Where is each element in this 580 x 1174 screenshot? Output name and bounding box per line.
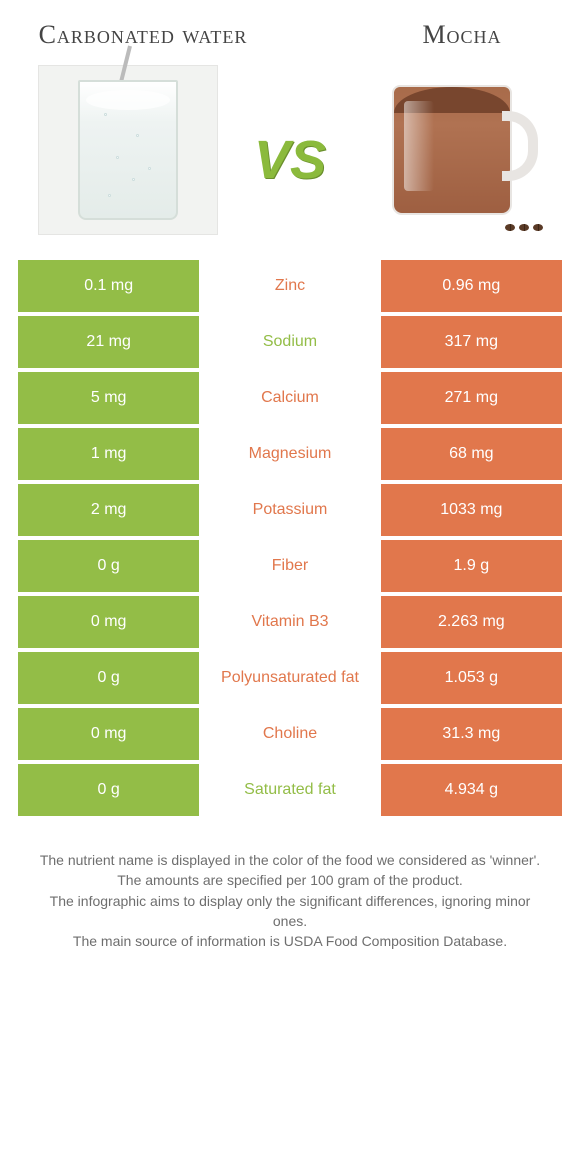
vs-label: VS	[254, 129, 326, 191]
nutrient-name: Vitamin B3	[199, 596, 380, 648]
value-right: 1.9 g	[381, 540, 562, 592]
nutrient-name: Sodium	[199, 316, 380, 368]
value-right: 2.263 mg	[381, 596, 562, 648]
value-right: 0.96 mg	[381, 260, 562, 312]
value-right: 1.053 g	[381, 652, 562, 704]
nutrient-name: Magnesium	[199, 428, 380, 480]
table-row: 5 mgCalcium271 mg	[18, 372, 562, 424]
footer-line: The nutrient name is displayed in the co…	[38, 850, 542, 870]
table-row: 0 gFiber1.9 g	[18, 540, 562, 592]
value-left: 1 mg	[18, 428, 199, 480]
value-right: 4.934 g	[381, 764, 562, 816]
nutrient-name: Potassium	[199, 484, 380, 536]
value-right: 31.3 mg	[381, 708, 562, 760]
title-right: Mocha	[372, 20, 552, 50]
title-left: Carbonated water	[28, 20, 258, 50]
value-left: 0.1 mg	[18, 260, 199, 312]
value-left: 5 mg	[18, 372, 199, 424]
image-mocha	[352, 60, 552, 240]
nutrient-name: Choline	[199, 708, 380, 760]
header: Carbonated water Mocha	[18, 20, 562, 60]
table-row: 2 mgPotassium1033 mg	[18, 484, 562, 536]
footer-line: The main source of information is USDA F…	[38, 931, 542, 951]
table-row: 0.1 mgZinc0.96 mg	[18, 260, 562, 312]
value-left: 21 mg	[18, 316, 199, 368]
footer-notes: The nutrient name is displayed in the co…	[18, 820, 562, 951]
infographic: Carbonated water Mocha VS 0.1 mgZinc0.96…	[0, 0, 580, 951]
value-right: 68 mg	[381, 428, 562, 480]
footer-line: The infographic aims to display only the…	[38, 891, 542, 932]
comparison-table: 0.1 mgZinc0.96 mg21 mgSodium317 mg5 mgCa…	[18, 260, 562, 816]
value-right: 271 mg	[381, 372, 562, 424]
table-row: 0 mgCholine31.3 mg	[18, 708, 562, 760]
value-right: 317 mg	[381, 316, 562, 368]
value-right: 1033 mg	[381, 484, 562, 536]
footer-line: The amounts are specified per 100 gram o…	[38, 870, 542, 890]
nutrient-name: Fiber	[199, 540, 380, 592]
image-carbonated-water	[28, 60, 228, 240]
nutrient-name: Polyunsaturated fat	[199, 652, 380, 704]
value-left: 0 mg	[18, 708, 199, 760]
nutrient-name: Calcium	[199, 372, 380, 424]
table-row: 1 mgMagnesium68 mg	[18, 428, 562, 480]
nutrient-name: Saturated fat	[199, 764, 380, 816]
value-left: 0 g	[18, 540, 199, 592]
images-row: VS	[18, 60, 562, 260]
table-row: 0 mgVitamin B32.263 mg	[18, 596, 562, 648]
table-row: 0 gSaturated fat4.934 g	[18, 764, 562, 816]
value-left: 0 mg	[18, 596, 199, 648]
nutrient-name: Zinc	[199, 260, 380, 312]
value-left: 0 g	[18, 764, 199, 816]
value-left: 2 mg	[18, 484, 199, 536]
table-row: 21 mgSodium317 mg	[18, 316, 562, 368]
table-row: 0 gPolyunsaturated fat1.053 g	[18, 652, 562, 704]
value-left: 0 g	[18, 652, 199, 704]
